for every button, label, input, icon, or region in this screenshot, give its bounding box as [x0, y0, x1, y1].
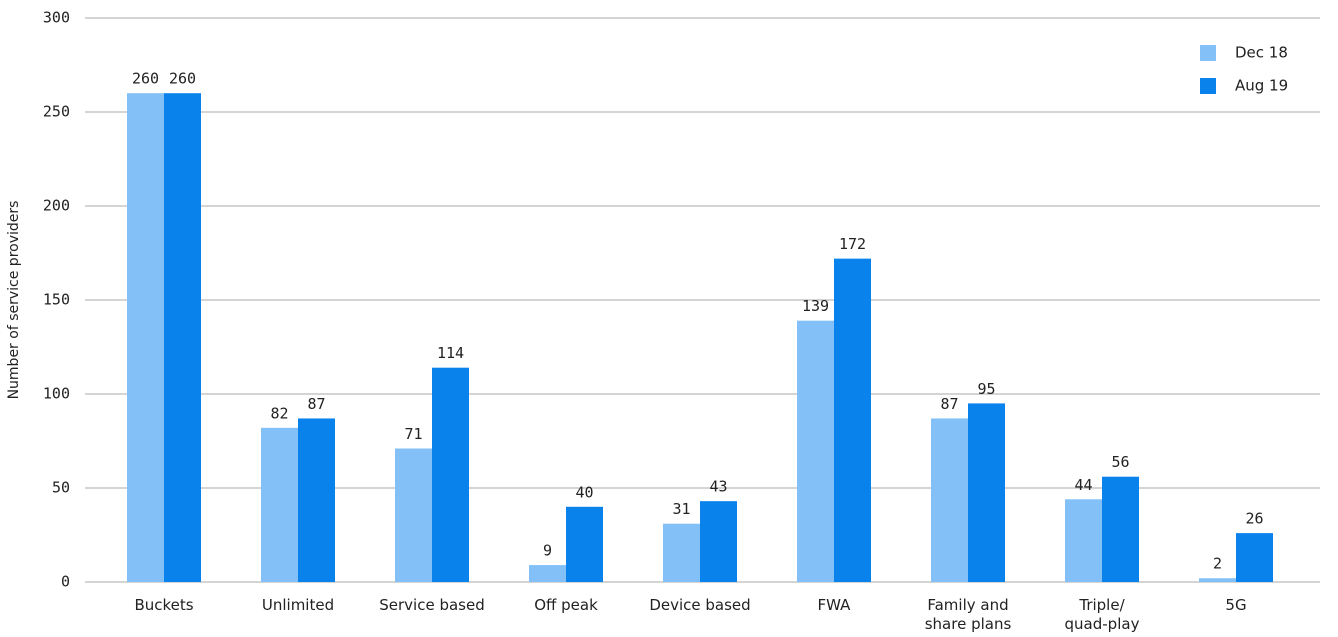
x-tick-label: Family and share plans — [925, 596, 1012, 633]
x-tick-label: Service based — [379, 596, 484, 614]
bar — [432, 367, 469, 582]
bar — [127, 93, 164, 582]
value-label: 26 — [1245, 510, 1263, 528]
bar — [931, 418, 968, 582]
bar — [663, 523, 700, 582]
value-label: 43 — [709, 478, 727, 496]
x-tick-label: Off peak — [534, 596, 598, 614]
value-label: 82 — [270, 404, 288, 422]
value-label: 87 — [307, 395, 325, 413]
value-label: 172 — [839, 235, 866, 253]
value-label: 56 — [1111, 453, 1129, 471]
y-tick-label: 50 — [52, 479, 70, 497]
x-tick-label: Device based — [649, 596, 750, 614]
x-tick-label: Buckets — [134, 596, 193, 614]
value-label: 260 — [132, 70, 159, 88]
value-label: 139 — [802, 297, 829, 315]
y-axis-label: Number of service providers — [6, 201, 22, 400]
legend-label: Aug 19 — [1235, 77, 1288, 95]
y-tick-label: 200 — [43, 197, 70, 215]
bar — [529, 565, 566, 582]
value-label: 2 — [1213, 555, 1222, 573]
bar — [261, 427, 298, 582]
y-tick-label: 300 — [43, 9, 70, 27]
value-label: 44 — [1074, 476, 1092, 494]
y-tick-label: 0 — [61, 573, 70, 591]
y-tick-label: 150 — [43, 291, 70, 309]
bar — [1065, 499, 1102, 582]
value-label: 95 — [977, 380, 995, 398]
value-label: 114 — [437, 344, 464, 362]
bar — [968, 403, 1005, 582]
bar — [1236, 533, 1273, 582]
x-tick-label: Unlimited — [262, 596, 334, 614]
bar — [298, 418, 335, 582]
legend-swatch — [1200, 45, 1216, 61]
legend-label: Dec 18 — [1235, 44, 1288, 62]
bar — [1102, 476, 1139, 582]
bar — [395, 448, 432, 582]
bar — [834, 258, 871, 582]
y-tick-label: 100 — [43, 385, 70, 403]
value-label: 31 — [672, 500, 690, 518]
x-tick-label: 5G — [1225, 596, 1246, 614]
value-label: 40 — [575, 483, 593, 501]
bar — [700, 501, 737, 582]
bar — [164, 93, 201, 582]
bar — [797, 320, 834, 582]
x-tick-label: FWA — [818, 596, 852, 614]
value-label: 71 — [404, 425, 422, 443]
value-label: 87 — [940, 395, 958, 413]
y-tick-label: 250 — [43, 103, 70, 121]
value-label: 9 — [543, 542, 552, 560]
bar — [566, 506, 603, 582]
bar — [1199, 578, 1236, 582]
legend-swatch — [1200, 78, 1216, 94]
x-tick-label: Triple/quad-play — [1065, 596, 1140, 633]
value-label: 260 — [169, 70, 196, 88]
